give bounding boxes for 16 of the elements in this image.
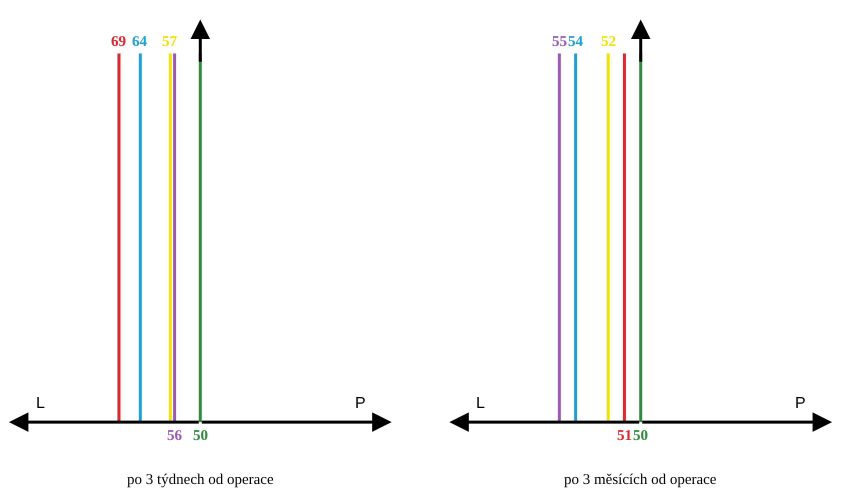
- data-label: 64: [132, 34, 148, 50]
- data-label: 54: [568, 34, 584, 50]
- data-label: 55: [552, 34, 567, 50]
- text: po 3 měsících od operace: [564, 472, 717, 488]
- data-label: 50: [193, 428, 208, 444]
- data-label: 69: [111, 34, 126, 50]
- data-label: 52: [601, 34, 616, 50]
- data-label: 57: [162, 34, 178, 50]
- text: L: [36, 395, 45, 412]
- data-label: 56: [167, 428, 182, 444]
- text: L: [476, 395, 485, 412]
- text: P: [795, 395, 806, 412]
- text: po 3 týdnech od operace: [127, 472, 274, 488]
- text: P: [355, 395, 366, 412]
- data-label: 50: [633, 428, 648, 444]
- data-label: 51: [617, 428, 632, 444]
